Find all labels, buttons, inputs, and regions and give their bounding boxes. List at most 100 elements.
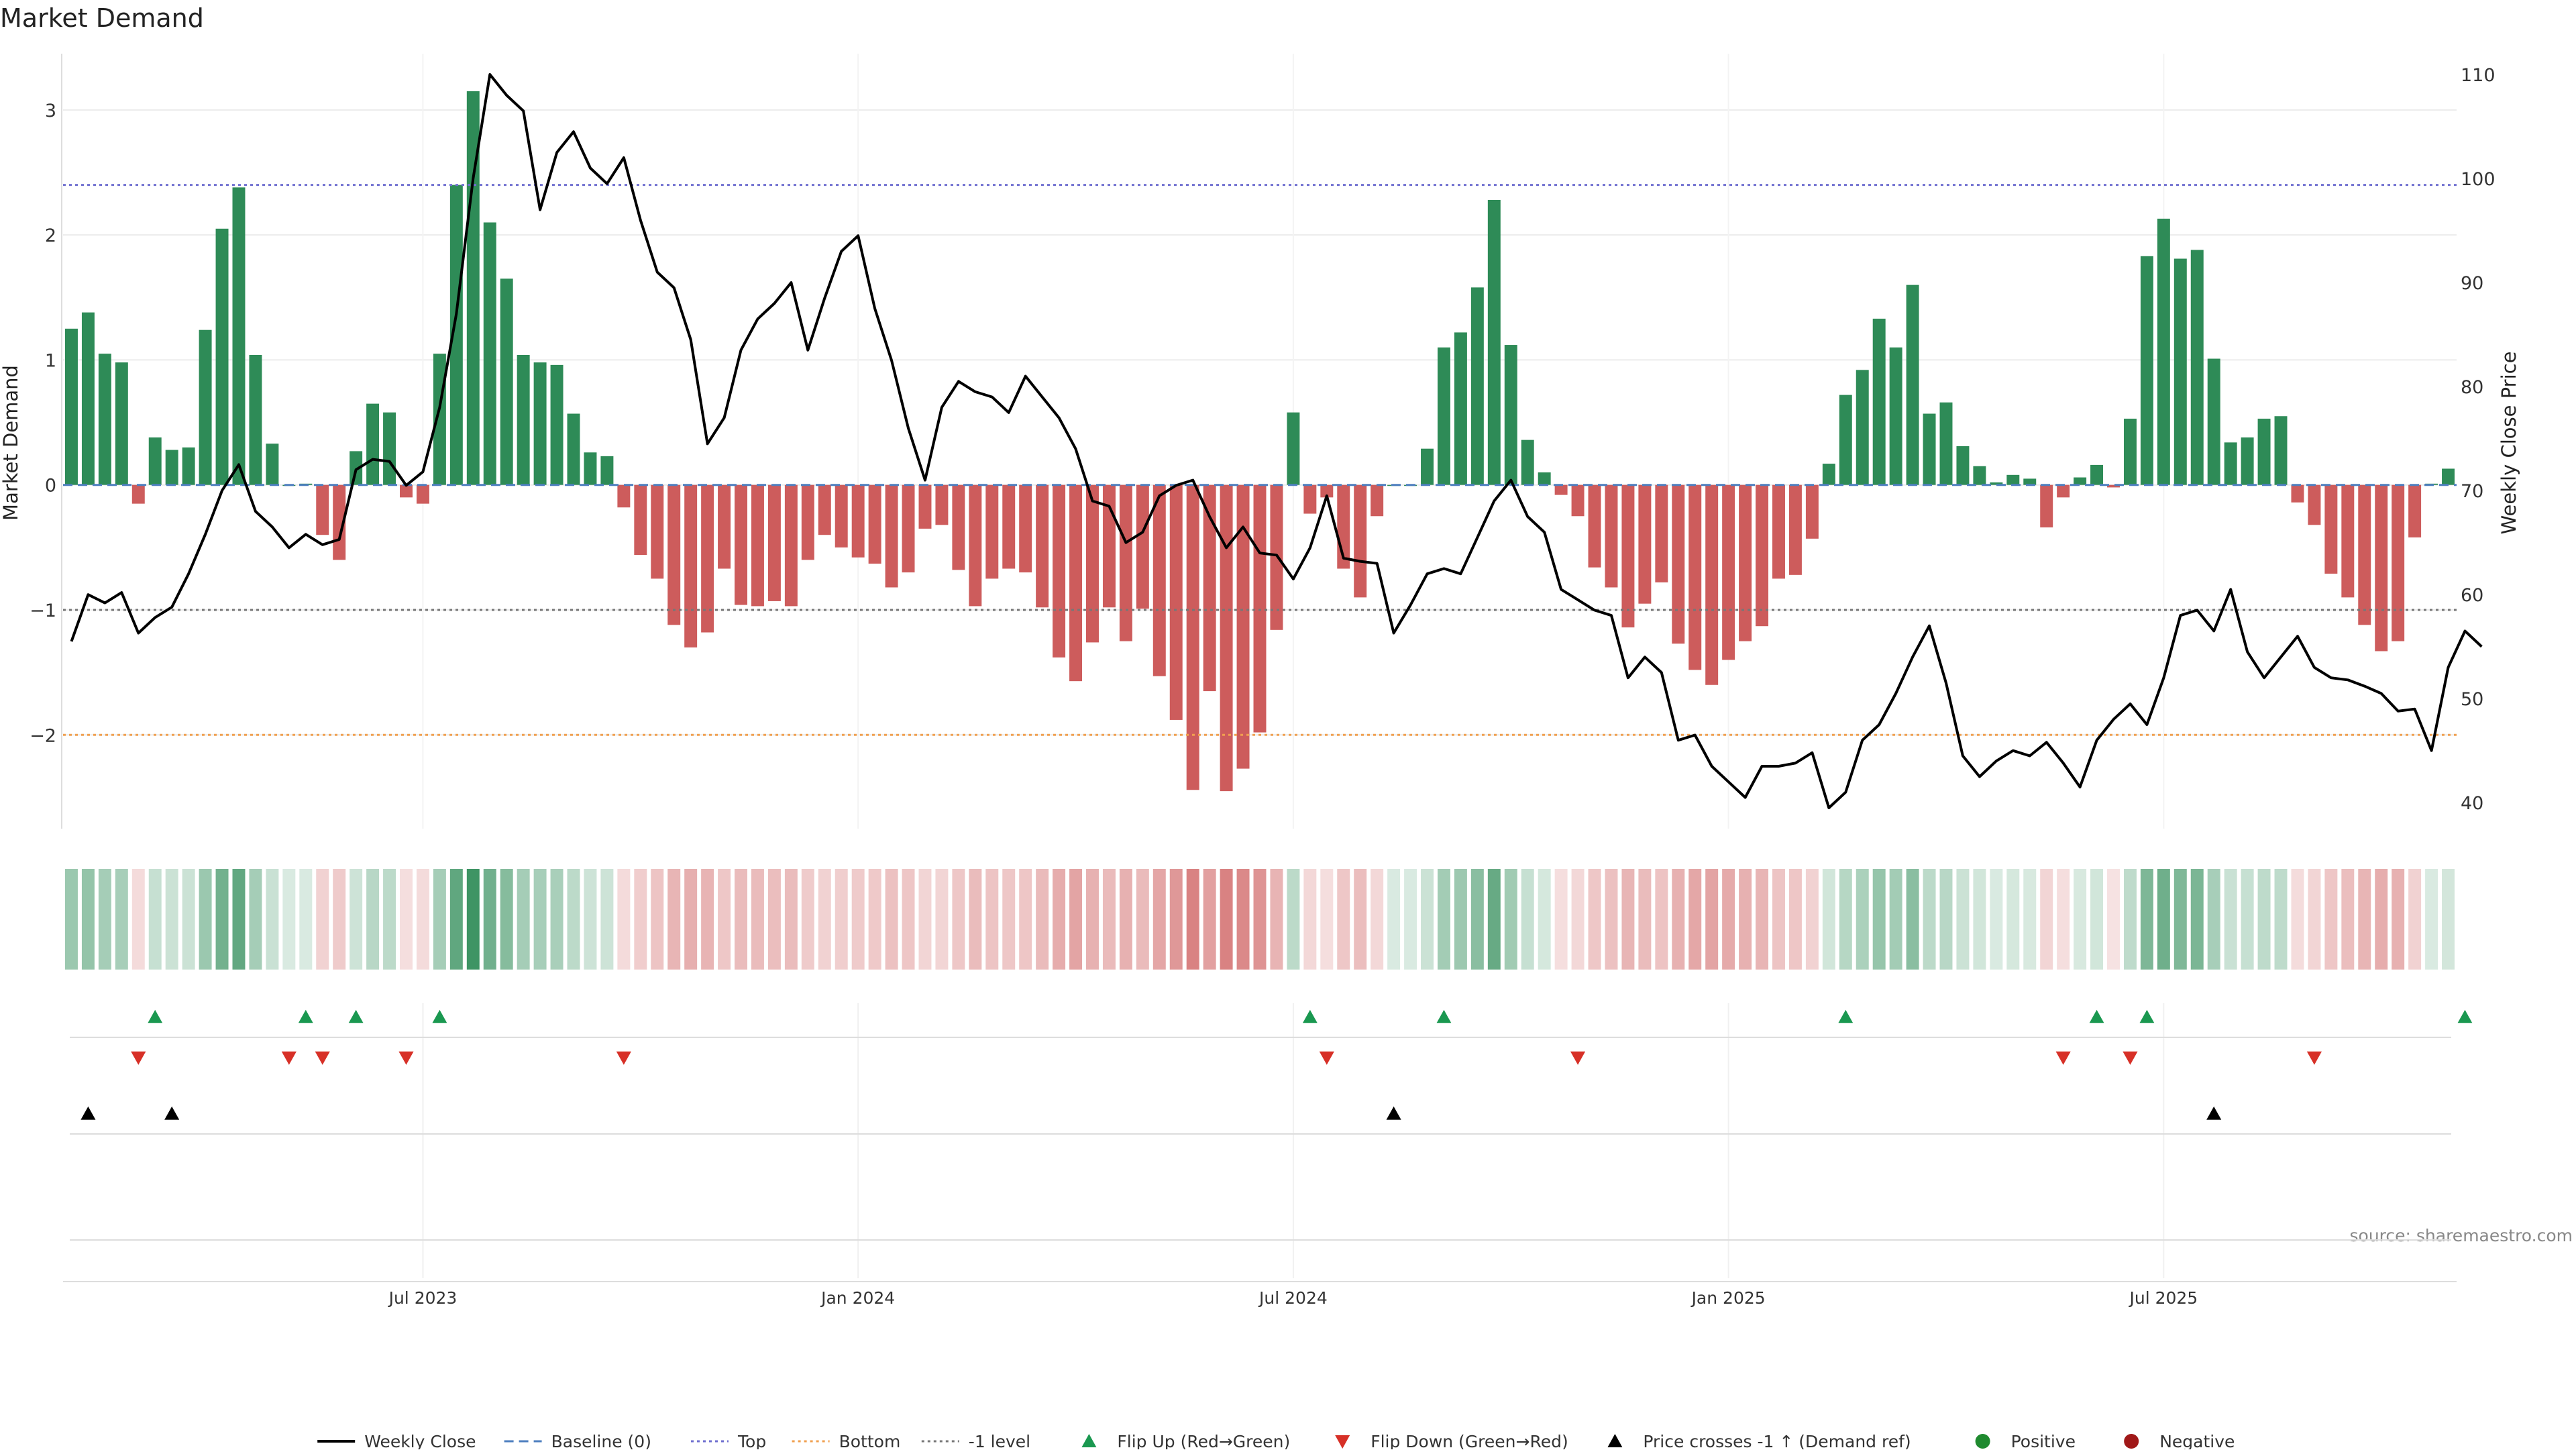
- legend-swatch-negative: [2124, 1434, 2139, 1449]
- heat-cell: [1705, 869, 1719, 970]
- heat-cell: [1739, 869, 1752, 970]
- legend-swatch-positive: [1975, 1434, 1990, 1449]
- heat-cell: [1872, 869, 1886, 970]
- negative-bar: [969, 484, 982, 607]
- positive-bar: [1856, 370, 1869, 485]
- demand-heat-strip: [64, 869, 2455, 970]
- heat-cell: [701, 869, 714, 970]
- positive-bar: [1939, 402, 1953, 485]
- heat-cell: [1203, 869, 1216, 970]
- legend-item-bottom: Bottom: [792, 1432, 900, 1451]
- heat-cell: [1421, 869, 1434, 970]
- x-tick-label: Jul 2023: [388, 1288, 458, 1308]
- flip-down-marker: [281, 1051, 297, 1065]
- negative-bar: [2308, 484, 2321, 525]
- positive-bar: [449, 185, 463, 485]
- flip-up-marker: [148, 1010, 163, 1023]
- price-cross-marker: [2206, 1106, 2222, 1120]
- positive-bar: [483, 222, 496, 485]
- y2-tick-label: 60: [2461, 585, 2483, 606]
- heat-cell: [1036, 869, 1049, 970]
- negative-bar: [316, 484, 329, 535]
- negative-bar: [935, 484, 949, 525]
- heat-cell: [2425, 869, 2438, 970]
- heat-cell: [2341, 869, 2355, 970]
- heat-cell: [1086, 869, 1099, 970]
- negative-bar: [400, 484, 413, 498]
- negative-bar: [2341, 484, 2355, 598]
- heat-cell: [1387, 869, 1401, 970]
- negative-bar: [751, 484, 764, 607]
- legend-item-minus1: -1 level: [921, 1432, 1030, 1451]
- negative-bar: [1605, 484, 1618, 588]
- negative-bar: [1102, 484, 1116, 608]
- y2-tick-label: 40: [2461, 793, 2483, 814]
- heat-cell: [449, 869, 463, 970]
- negative-bar: [1571, 484, 1585, 517]
- heat-cell: [2057, 869, 2070, 970]
- heat-cell: [131, 869, 145, 970]
- heat-cell: [2442, 869, 2455, 970]
- flip-down-marker: [2123, 1051, 2138, 1065]
- heat-cell: [1655, 869, 1668, 970]
- positive-bar: [1956, 446, 1970, 485]
- negative-bar: [818, 484, 831, 535]
- heat-cell: [400, 869, 413, 970]
- x-tick-label: Jan 2024: [820, 1288, 895, 1308]
- positive-bar: [1973, 466, 1986, 485]
- positive-bar: [2207, 358, 2220, 485]
- negative-bar: [1220, 484, 1233, 792]
- heat-cell: [2157, 869, 2170, 970]
- positive-bar: [2123, 418, 2137, 485]
- negative-bar: [667, 484, 681, 625]
- positive-bar: [567, 413, 580, 485]
- heat-cell: [266, 869, 279, 970]
- heat-cell: [2190, 869, 2204, 970]
- legend-label: -1 level: [969, 1432, 1030, 1449]
- heat-cell: [1756, 869, 1769, 970]
- flip-down-marker: [315, 1051, 330, 1065]
- heat-cell: [1102, 869, 1116, 970]
- negative-bar: [1136, 484, 1149, 609]
- heat-cell: [2324, 869, 2338, 970]
- heat-cell: [1939, 869, 1953, 970]
- flip-up-marker: [2457, 1010, 2473, 1023]
- flip-up-marker: [1302, 1010, 1318, 1023]
- heat-cell: [433, 869, 446, 970]
- positive-bar: [2257, 418, 2271, 485]
- heat-cell: [500, 869, 513, 970]
- negative-bar: [1739, 484, 1752, 641]
- positive-bar: [383, 412, 396, 485]
- heat-cell: [1839, 869, 1852, 970]
- negative-bar: [1320, 484, 1334, 498]
- heat-cell: [2308, 869, 2321, 970]
- flip-down-marker: [398, 1051, 414, 1065]
- legend-item-flip-up: Flip Up (Red→Green): [1081, 1432, 1290, 1451]
- y-tick-label: 1: [45, 350, 56, 371]
- positive-bar: [2006, 474, 2020, 485]
- event-markers: [63, 1010, 2473, 1282]
- negative-bar: [985, 484, 999, 579]
- positive-bar: [350, 451, 363, 485]
- heat-cell: [2358, 869, 2371, 970]
- positive-bar: [1906, 284, 1919, 485]
- legend-label: Price crosses -1 ↑ (Demand ref): [1643, 1432, 1911, 1449]
- positive-bar: [81, 312, 95, 485]
- negative-bar: [801, 484, 814, 560]
- negative-bar: [2040, 484, 2053, 528]
- positive-bar: [2274, 416, 2288, 485]
- heat-cell: [282, 869, 296, 970]
- heat-cell: [199, 869, 212, 970]
- heat-cell: [1437, 869, 1450, 970]
- negative-bar: [1186, 484, 1199, 790]
- negative-bar: [2392, 484, 2405, 641]
- negative-bar: [1672, 484, 1685, 644]
- heat-cell: [1538, 869, 1551, 970]
- heat-cell: [1722, 869, 1735, 970]
- heat-cell: [2023, 869, 2037, 970]
- y-tick-label: 2: [45, 225, 56, 246]
- heat-cell: [2090, 869, 2104, 970]
- heat-cell: [483, 869, 496, 970]
- flip-down-marker: [1570, 1051, 1586, 1065]
